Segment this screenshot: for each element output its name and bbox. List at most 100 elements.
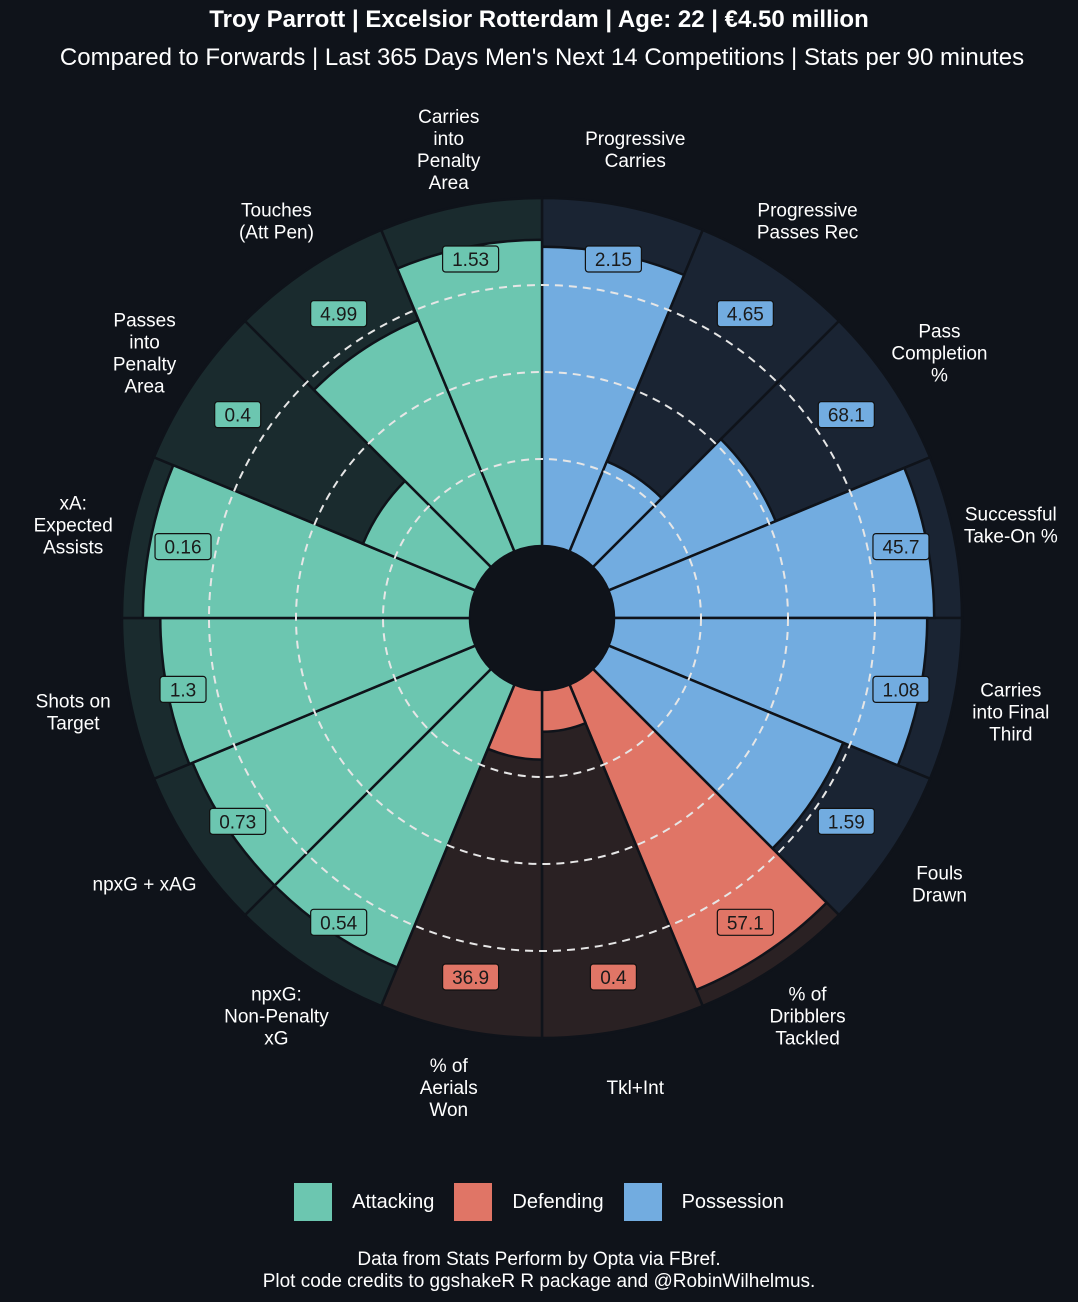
value-label: 36.9 bbox=[441, 963, 500, 991]
category-label-line: Completion bbox=[891, 343, 987, 364]
value-label: 1.3 bbox=[159, 675, 207, 704]
caption-line-2: Plot code credits to ggshakeR R package … bbox=[262, 1271, 816, 1292]
value-label-text: 57.1 bbox=[727, 913, 764, 934]
value-label: 68.1 bbox=[817, 401, 875, 429]
category-label-line: % of bbox=[789, 984, 828, 1005]
value-label: 4.65 bbox=[716, 300, 774, 328]
category-label-line: Successful bbox=[965, 505, 1057, 526]
category-label-line: Third bbox=[989, 724, 1032, 745]
category-label-line: Won bbox=[429, 1100, 468, 1121]
category-label-line: Dribblers bbox=[770, 1006, 846, 1027]
category-label-line: Area bbox=[429, 173, 470, 194]
category-label: npxG: Non-Penalty xG bbox=[224, 984, 329, 1049]
grid-ring bbox=[295, 371, 789, 865]
value-label-box bbox=[441, 963, 500, 991]
value-label-text: 2.15 bbox=[595, 250, 632, 271]
category-label-line: Assists bbox=[43, 538, 103, 559]
value-label-box bbox=[441, 245, 500, 273]
category-label-line: npxG + xAG bbox=[93, 875, 197, 896]
category-label: Passes into Penalty Area bbox=[113, 310, 177, 397]
value-label-box bbox=[716, 300, 774, 328]
category-label-line: Passes bbox=[113, 310, 175, 331]
value-label-box bbox=[817, 807, 875, 835]
legend-swatch-defending bbox=[454, 1183, 493, 1221]
legend-label-possession: Possession bbox=[681, 1190, 784, 1213]
value-label-text: 0.54 bbox=[320, 913, 357, 934]
value-label-box bbox=[154, 532, 212, 561]
category-label-line: Aerials bbox=[420, 1078, 478, 1099]
value-label-text: 1.59 bbox=[828, 812, 865, 833]
caption-line-1: Data from Stats Perform by Opta via FBre… bbox=[357, 1249, 721, 1270]
value-label-text: 1.08 bbox=[882, 680, 919, 701]
category-label: npxG + xAG bbox=[93, 875, 197, 896]
category-label-line: Tackled bbox=[775, 1028, 839, 1049]
category-label-line: npxG: bbox=[251, 984, 302, 1005]
category-label: % of Aerials Won bbox=[420, 1056, 478, 1121]
category-label-line: xG bbox=[264, 1028, 288, 1049]
category-label: Carries into Final Third bbox=[972, 680, 1049, 745]
category-label-line: Non-Penalty bbox=[224, 1006, 329, 1027]
value-label: 0.54 bbox=[310, 908, 368, 936]
category-label-line: Touches bbox=[241, 201, 312, 222]
value-label: 2.15 bbox=[584, 245, 643, 273]
value-label-box bbox=[209, 807, 267, 835]
value-label: 0.73 bbox=[209, 807, 267, 835]
grid-ring bbox=[208, 284, 876, 952]
value-label-text: 0.16 bbox=[165, 538, 202, 559]
value-label-box bbox=[159, 675, 207, 704]
category-label-line: (Att Pen) bbox=[239, 223, 314, 244]
category-label-line: Carries bbox=[605, 151, 666, 172]
value-label-text: 1.53 bbox=[452, 250, 489, 271]
value-label-text: 0.4 bbox=[600, 968, 627, 989]
category-label-line: Progressive bbox=[585, 129, 685, 150]
category-label-line: % bbox=[931, 365, 948, 386]
value-label-box bbox=[589, 963, 638, 991]
category-label: Fouls Drawn bbox=[912, 864, 967, 907]
value-label: 1.08 bbox=[872, 675, 930, 704]
category-label-line: xA: bbox=[59, 494, 86, 515]
value-bars bbox=[141, 238, 936, 992]
category-label-line: Shots on bbox=[36, 691, 111, 712]
chart-subtitle: Compared to Forwards | Last 365 Days Men… bbox=[59, 44, 1025, 71]
category-label-line: Drawn bbox=[912, 886, 967, 907]
category-label: Progressive Carries bbox=[585, 129, 685, 172]
category-label-line: into Final bbox=[972, 702, 1049, 723]
category-label-line: Pass bbox=[918, 321, 960, 342]
value-label-text: 68.1 bbox=[828, 406, 865, 427]
value-label-text: 4.65 bbox=[727, 305, 764, 326]
chart-title: Troy Parrott | Excelsior Rotterdam | Age… bbox=[209, 6, 869, 33]
value-label: 0.4 bbox=[589, 963, 638, 991]
category-label-line: Carries bbox=[418, 107, 479, 128]
category-label-line: Penalty bbox=[113, 354, 177, 375]
category-label: Touches (Att Pen) bbox=[239, 201, 314, 244]
value-label-text: 0.73 bbox=[219, 812, 256, 833]
value-label-text: 1.3 bbox=[170, 680, 196, 701]
value-label-box bbox=[584, 245, 643, 273]
category-label: Shots on Target bbox=[36, 691, 111, 734]
grid-rings bbox=[208, 284, 876, 952]
value-label-text: 4.99 bbox=[320, 305, 357, 326]
grid-ring bbox=[382, 458, 702, 778]
category-label-line: Fouls bbox=[916, 864, 962, 885]
value-label-text: 0.4 bbox=[224, 406, 251, 427]
legend-item-attacking: Attacking bbox=[294, 1183, 434, 1221]
value-label-text: 36.9 bbox=[452, 968, 489, 989]
value-label-box bbox=[872, 532, 930, 561]
value-label-box bbox=[716, 908, 774, 936]
chart-legend: Attacking Defending Possession bbox=[0, 1183, 1078, 1221]
legend-item-defending: Defending bbox=[454, 1183, 604, 1221]
value-label: 1.59 bbox=[817, 807, 875, 835]
category-label: Progressive Passes Rec bbox=[757, 201, 858, 244]
category-label-line: % of bbox=[430, 1056, 469, 1077]
legend-item-possession: Possession bbox=[623, 1183, 784, 1221]
center-hole bbox=[470, 546, 614, 690]
category-label: Pass Completion% bbox=[891, 321, 987, 386]
value-label-box bbox=[310, 300, 368, 328]
legend-swatch-possession bbox=[623, 1183, 662, 1221]
category-label-line: Area bbox=[124, 376, 165, 397]
value-label-box bbox=[214, 401, 262, 429]
value-label: 45.7 bbox=[872, 532, 930, 561]
category-label-line: Penalty bbox=[417, 151, 481, 172]
